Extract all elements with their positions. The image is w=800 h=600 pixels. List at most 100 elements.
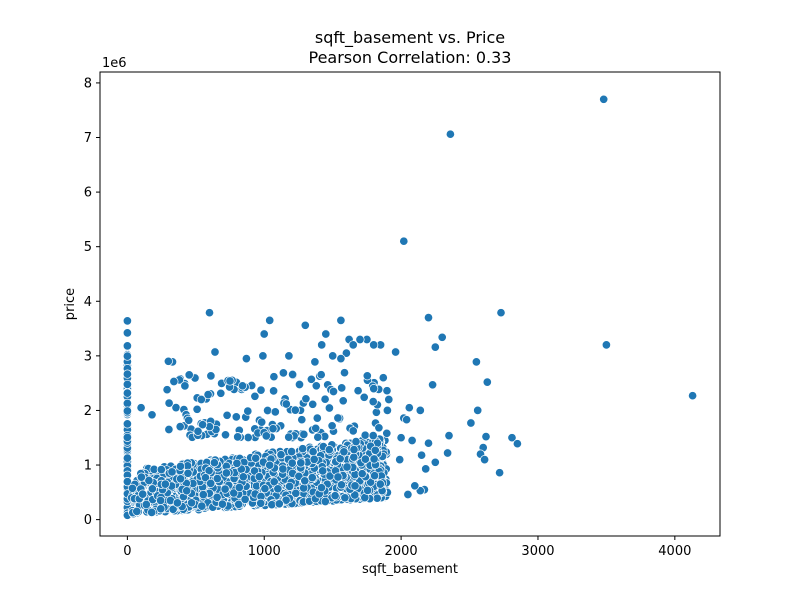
x-axis-label: sqft_basement (362, 562, 458, 577)
scatter-point (311, 423, 321, 433)
scatter-point (258, 351, 268, 361)
scatter-point (369, 384, 379, 394)
scatter-point (348, 340, 358, 350)
scatter-point (204, 308, 215, 318)
scatter-point (359, 392, 369, 402)
scatter-point (263, 405, 273, 416)
scatter-point (395, 455, 405, 465)
scatter-point (132, 506, 142, 516)
scatter-point (261, 431, 271, 441)
scatter-point (232, 458, 242, 468)
scatter-point (333, 413, 343, 423)
scatter-point (300, 476, 310, 486)
scatter-point (176, 474, 186, 484)
scatter-point (298, 444, 308, 454)
scatter-point (318, 466, 328, 476)
scatter-point (507, 433, 517, 443)
scatter-point (212, 492, 222, 502)
scatter-point (306, 374, 316, 384)
scatter-point (221, 468, 231, 478)
chart-subtitle: Pearson Correlation: 0.33 (309, 48, 512, 67)
scatter-point (147, 507, 157, 517)
scatter-point (481, 432, 491, 442)
scatter-point (138, 489, 148, 499)
scatter-point (220, 430, 231, 440)
scatter-point (231, 412, 241, 422)
y-axis-ticks: 0 1 2 3 4 5 6 7 8 (84, 76, 100, 528)
scatter-point (175, 461, 186, 471)
scatter-point (372, 493, 382, 503)
scatter-point (243, 432, 253, 443)
scatter-point (184, 370, 194, 380)
scatter-point (328, 351, 338, 361)
scatter-point (196, 394, 206, 405)
scatter-point (240, 494, 250, 504)
scatter-point (206, 478, 216, 488)
scatter-point (169, 376, 179, 387)
scatter-point (284, 432, 294, 442)
scatter-point (404, 403, 414, 413)
scatter-point (415, 405, 425, 415)
scatter-point (254, 472, 264, 482)
scatter-point (482, 377, 492, 387)
y-tick-label: 5 (84, 240, 92, 255)
scatter-point (147, 410, 157, 420)
scatter-point (308, 399, 318, 409)
scatter-point (204, 466, 214, 476)
scatter-point (269, 372, 279, 382)
scatter-point (225, 376, 235, 386)
scatter-point (368, 397, 378, 407)
scatter-point (175, 422, 185, 432)
scatter-point (466, 418, 476, 428)
scatter-point (313, 432, 323, 442)
scatter-point (144, 475, 154, 486)
scatter-point (270, 407, 280, 417)
points-layer (122, 94, 698, 520)
scatter-point (353, 386, 363, 396)
scatter-point (274, 499, 284, 509)
x-axis-ticks: 0 1000 2000 3000 4000 (123, 536, 691, 559)
scatter-point (164, 398, 174, 408)
scatter-point (299, 429, 309, 439)
scatter-point (267, 500, 277, 510)
scatter-point (362, 371, 372, 381)
scatter-point (402, 415, 412, 425)
scatter-point (256, 385, 266, 395)
scatter-point (375, 479, 385, 489)
scatter-point (445, 129, 455, 139)
scatter-point (234, 499, 244, 509)
scatter-point (384, 394, 394, 405)
scatter-point (382, 428, 392, 438)
scatter-point (183, 468, 193, 478)
scatter-point (287, 458, 297, 468)
scatter-point (339, 368, 350, 378)
scatter-point (198, 420, 208, 430)
scatter-point (250, 391, 260, 401)
scatter-point (164, 424, 174, 435)
scatter-point (348, 426, 358, 436)
scatter-point (203, 390, 213, 400)
scatter-point (285, 481, 295, 491)
scatter-point (350, 490, 360, 500)
scatter-point (291, 488, 301, 498)
scatter-point (369, 454, 379, 464)
x-tick-label: 4000 (658, 544, 691, 559)
scatter-point (300, 320, 310, 330)
scatter-point (317, 340, 327, 350)
scatter-point (360, 454, 370, 464)
scatter-point (368, 431, 378, 441)
scatter-point (216, 388, 226, 398)
scatter-point (336, 480, 347, 490)
scatter-point (496, 308, 506, 318)
scatter-point (601, 340, 611, 350)
scatter-point (209, 458, 219, 468)
scatter-point (281, 399, 291, 409)
scatter-point (599, 94, 609, 104)
scatter-point (193, 426, 203, 436)
scatter-point (320, 496, 330, 507)
scatter-point (269, 386, 279, 396)
scatter-point (369, 340, 379, 350)
y-tick-label: 8 (84, 76, 92, 91)
y-tick-label: 1 (84, 459, 92, 474)
scatter-point (127, 483, 137, 493)
